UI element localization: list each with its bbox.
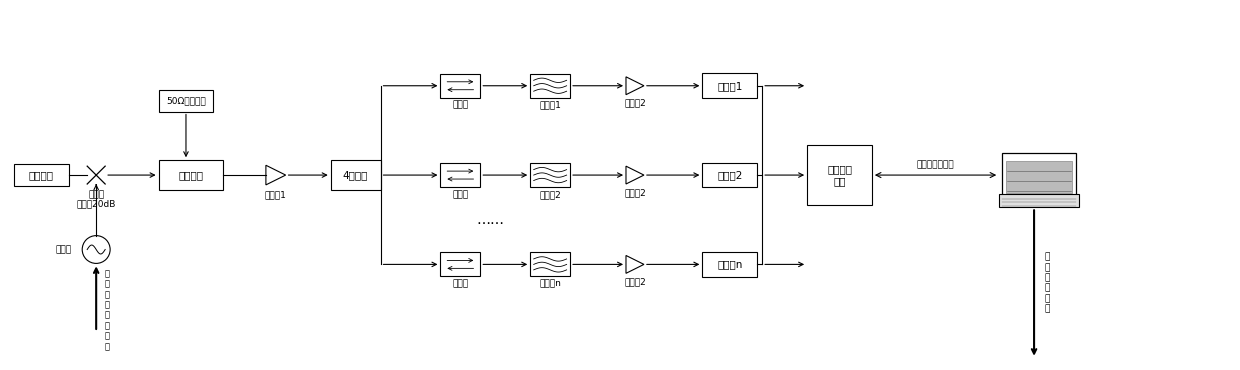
- Text: 控制、数据信号: 控制、数据信号: [916, 160, 955, 169]
- Polygon shape: [626, 255, 644, 273]
- Text: 微波开关: 微波开关: [179, 170, 203, 180]
- Polygon shape: [626, 166, 644, 184]
- FancyBboxPatch shape: [1006, 161, 1073, 194]
- FancyBboxPatch shape: [807, 145, 872, 205]
- FancyBboxPatch shape: [440, 74, 480, 98]
- Polygon shape: [626, 77, 644, 95]
- Text: 隔离器: 隔离器: [453, 101, 469, 110]
- Text: 天线信号: 天线信号: [29, 170, 53, 180]
- Circle shape: [82, 236, 110, 263]
- Text: 功
能
量
控
制
器
发
生: 功 能 量 控 制 器 发 生: [104, 269, 109, 351]
- Text: 隔离器: 隔离器: [453, 190, 469, 199]
- FancyBboxPatch shape: [702, 252, 758, 277]
- FancyBboxPatch shape: [702, 73, 758, 98]
- Text: 放大器2: 放大器2: [624, 99, 646, 108]
- FancyBboxPatch shape: [331, 160, 381, 190]
- Text: 检波器n: 检波器n: [717, 259, 743, 269]
- FancyBboxPatch shape: [531, 252, 570, 276]
- FancyBboxPatch shape: [159, 90, 213, 112]
- Text: 滤波器1: 滤波器1: [539, 101, 560, 110]
- FancyBboxPatch shape: [440, 252, 480, 276]
- FancyBboxPatch shape: [531, 163, 570, 187]
- FancyBboxPatch shape: [702, 163, 758, 188]
- Text: 50Ω匹配负载: 50Ω匹配负载: [166, 96, 206, 105]
- Text: 噪声源: 噪声源: [55, 245, 71, 254]
- FancyBboxPatch shape: [531, 74, 570, 98]
- Text: 耦合器: 耦合器: [88, 190, 104, 199]
- FancyBboxPatch shape: [1002, 153, 1076, 198]
- FancyBboxPatch shape: [999, 194, 1079, 207]
- FancyBboxPatch shape: [440, 163, 480, 187]
- Text: 耦合度20dB: 耦合度20dB: [77, 199, 115, 208]
- Text: 放大器2: 放大器2: [624, 277, 646, 286]
- Text: 滤波器n: 滤波器n: [539, 279, 560, 288]
- Text: 放大器1: 放大器1: [265, 190, 286, 199]
- FancyBboxPatch shape: [159, 160, 223, 190]
- Text: 滤波器2: 滤波器2: [539, 190, 560, 199]
- Text: 检波器2: 检波器2: [717, 170, 743, 180]
- Text: 数据采集
系统: 数据采集 系统: [827, 164, 852, 186]
- FancyBboxPatch shape: [14, 164, 68, 186]
- Text: 放大器2: 放大器2: [624, 188, 646, 197]
- Polygon shape: [265, 165, 285, 185]
- Text: 检波器1: 检波器1: [717, 81, 743, 91]
- Text: 数
据
传
输
总
线: 数 据 传 输 总 线: [1044, 252, 1049, 313]
- Text: 隔离器: 隔离器: [453, 279, 469, 288]
- Text: 4功分器: 4功分器: [343, 170, 368, 180]
- Text: ……: ……: [476, 213, 505, 227]
